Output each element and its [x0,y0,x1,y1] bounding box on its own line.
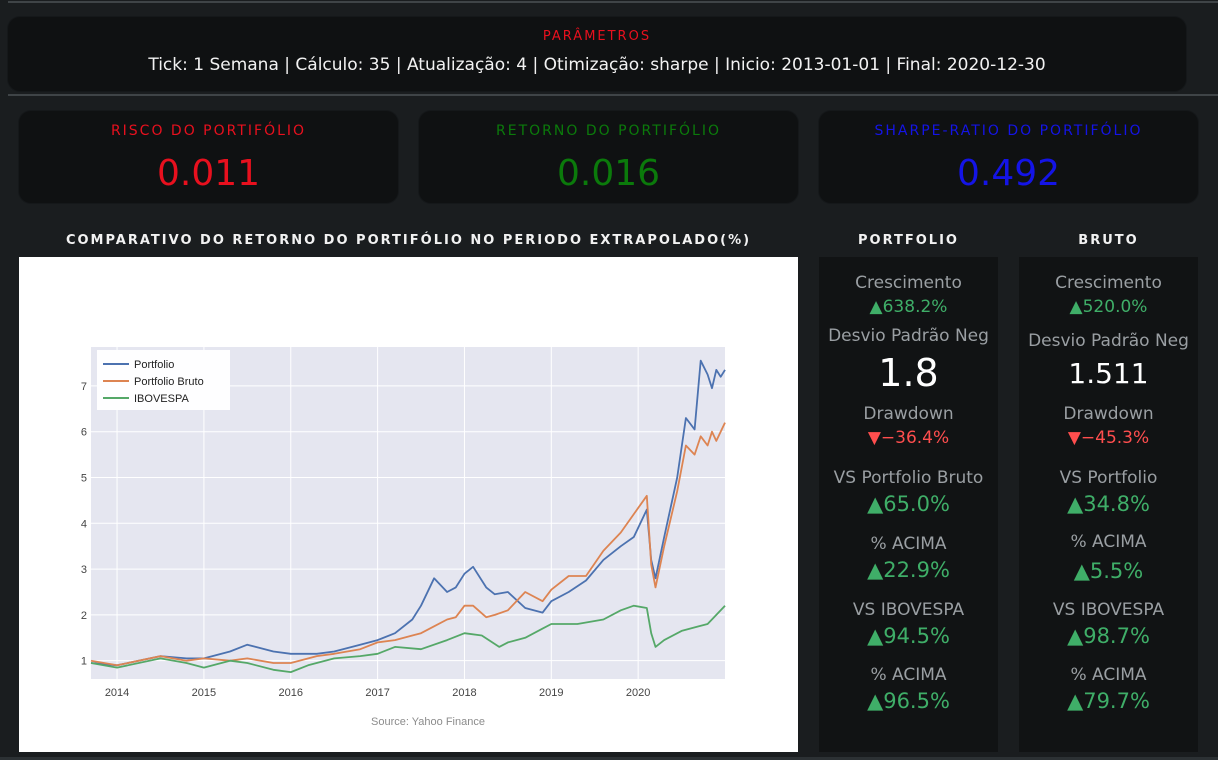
bruto-desvio-value: 1.511 [1068,357,1149,390]
y-tick-label: 6 [81,427,87,439]
bruto-crescimento-label: Crescimento [1055,273,1162,293]
portfolio-desvio-label: Desvio Padrão Neg [828,326,989,346]
portfolio-acima2-value: ▲96.5% [867,689,950,713]
kpi-risk-card: RISCO DO PORTIFÓLIO 0.011 [19,111,398,203]
series-line-ibovespa [90,604,726,674]
y-tick-label: 2 [81,610,87,622]
bruto-vs2-value: ▲98.7% [1067,624,1150,648]
portfolio-stats-column: Crescimento ▲638.2% Desvio Padrão Neg 1.… [819,257,998,752]
legend-label: Portfolio [134,359,174,371]
series-line-portfolio-bruto [90,422,726,667]
bruto-acima2-value: ▲79.7% [1067,689,1150,713]
bruto-vs2-label: VS IBOVESPA [1052,600,1165,620]
x-tick-label: 2020 [626,687,650,699]
portfolio-vs2-label: VS IBOVESPA [852,600,965,620]
y-tick-label: 7 [81,381,87,393]
bruto-acima1-label: % ACIMA [1070,532,1147,552]
portfolio-crescimento-value: ▲638.2% [869,297,948,317]
bruto-column-title: BRUTO [1078,233,1139,248]
kpi-sharpe-card: SHARPE-RATIO DO PORTIFÓLIO 0.492 [819,111,1198,203]
params-divider [8,94,1218,96]
portfolio-acima1-value: ▲22.9% [867,558,950,582]
returns-line-chart[interactable]: 2014 2015 2016 2017 2018 2019 2020 1 2 3 4 5 6 7 Portf… [19,257,798,752]
chart-source-note: Source: Yahoo Finance [371,716,485,728]
portfolio-acima1-label: % ACIMA [870,534,947,554]
kpi-sharpe-value: 0.492 [956,153,1061,194]
portfolio-column-title: PORTFOLIO [858,233,959,248]
bruto-vs1-value: ▲34.8% [1067,492,1150,516]
bruto-crescimento-value: ▲520.0% [1069,297,1148,317]
x-tick-label: 2014 [105,687,129,699]
kpi-sharpe-label: SHARPE-RATIO DO PORTIFÓLIO [874,123,1143,139]
x-tick-label: 2016 [279,687,303,699]
x-tick-label: 2018 [452,687,476,699]
params-title: PARÂMETROS [542,29,652,44]
params-card: PARÂMETROS Tick: 1 Semana | Cálculo: 35 … [8,17,1186,91]
portfolio-vs2-value: ▲94.5% [867,624,950,648]
kpi-risk-value: 0.011 [156,153,261,194]
portfolio-desvio-value: 1.8 [878,351,939,395]
portfolio-vs1-value: ▲65.0% [867,492,950,516]
portfolio-vs1-label: VS Portfolio Bruto [833,468,984,488]
x-tick-label: 2015 [192,687,216,699]
y-tick-label: 1 [81,656,87,668]
y-tick-label: 4 [81,518,87,530]
legend-label: Portfolio Bruto [134,376,204,388]
params-text: Tick: 1 Semana | Cálculo: 35 | Atualizaç… [148,55,1046,75]
bruto-acima1-value: ▲5.5% [1073,559,1144,583]
bruto-stats-column: Crescimento ▲520.0% Desvio Padrão Neg 1.… [1019,257,1198,752]
bruto-desvio-label: Desvio Padrão Neg [1028,331,1189,351]
series-line-portfolio [90,359,726,667]
chart-section-title: COMPARATIVO DO RETORNO DO PORTIFÓLIO NO … [65,233,752,248]
portfolio-acima2-label: % ACIMA [870,665,947,685]
kpi-return-label: RETORNO DO PORTIFÓLIO [496,123,721,139]
bruto-vs1-label: VS Portfolio [1059,468,1158,488]
portfolio-crescimento-label: Crescimento [855,273,962,293]
bottom-border [0,757,1218,760]
y-tick-label: 5 [81,473,87,485]
chart-container[interactable]: 2014 2015 2016 2017 2018 2019 2020 1 2 3 4 5 6 7 Portf… [19,257,798,752]
legend-label: IBOVESPA [134,393,189,405]
top-divider [8,1,1218,3]
y-tick-label: 3 [81,564,87,576]
bruto-acima2-label: % ACIMA [1070,665,1147,685]
x-tick-label: 2017 [365,687,389,699]
bruto-drawdown-value: ▼−45.3% [1067,428,1150,448]
portfolio-drawdown-value: ▼−36.4% [867,428,950,448]
x-tick-label: 2019 [539,687,563,699]
kpi-return-card: RETORNO DO PORTIFÓLIO 0.016 [419,111,798,203]
portfolio-drawdown-label: Drawdown [863,404,954,424]
kpi-risk-label: RISCO DO PORTIFÓLIO [110,123,307,139]
kpi-return-value: 0.016 [556,153,661,194]
bruto-drawdown-label: Drawdown [1063,404,1154,424]
